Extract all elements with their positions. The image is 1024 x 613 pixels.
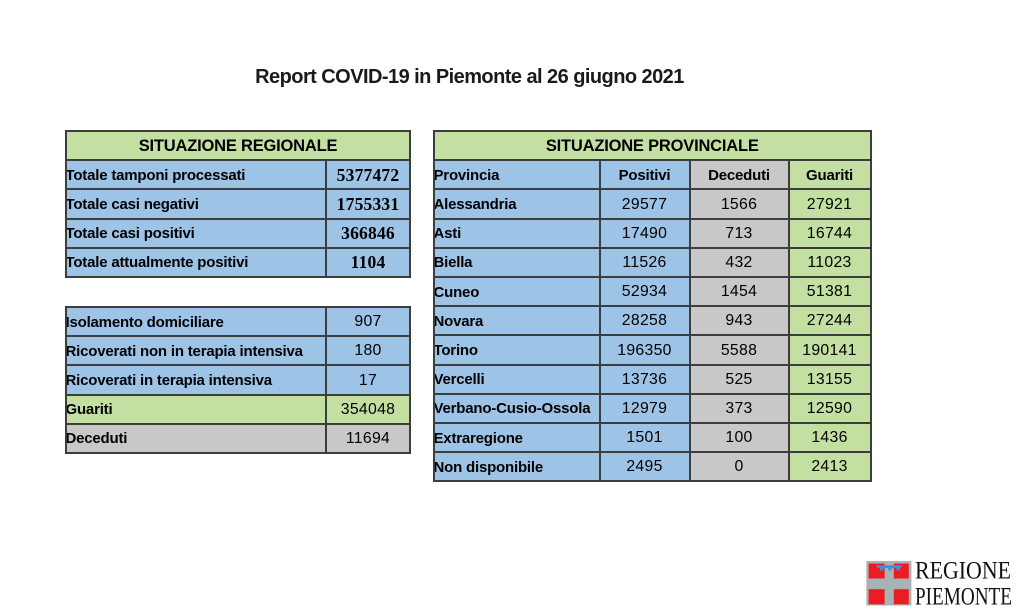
svg-text:REGIONE: REGIONE: [915, 558, 1011, 585]
svg-text:PIEMONTE: PIEMONTE: [915, 583, 1012, 610]
